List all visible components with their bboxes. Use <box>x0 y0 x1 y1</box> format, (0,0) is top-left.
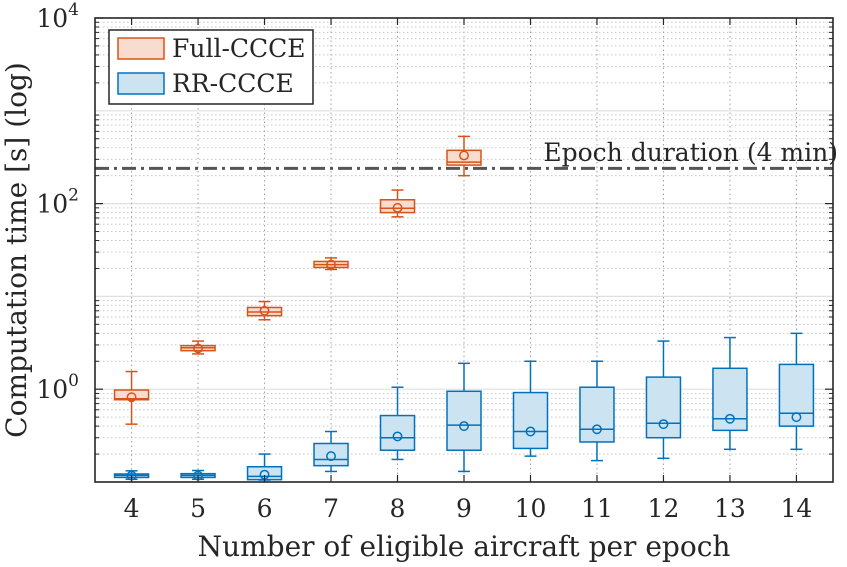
iqr-box <box>778 363 815 427</box>
x-tick-label: 10 <box>515 494 547 523</box>
x-tick-label: 14 <box>781 494 813 523</box>
mean-marker <box>326 451 336 462</box>
y-tick-exponent: 4 <box>68 0 79 20</box>
iqr-box <box>446 390 482 451</box>
y-tick-exponent: 0 <box>68 371 79 391</box>
iqr-box <box>512 391 549 450</box>
legend-swatch-rr-ccce <box>117 72 165 95</box>
mean-marker <box>126 392 137 403</box>
box-rr-ccce-9 <box>446 362 482 473</box>
box-rr-ccce-13 <box>712 336 748 451</box>
box-full-ccce-4 <box>113 370 150 425</box>
box-full-ccce-6 <box>246 300 283 321</box>
box-full-ccce-8 <box>379 189 416 218</box>
box-rr-ccce-14 <box>778 332 815 451</box>
boxplot-layer <box>113 135 815 481</box>
mean-marker <box>658 419 669 430</box>
mean-marker <box>259 305 270 316</box>
mean-marker <box>459 150 469 161</box>
x-tick-label: 5 <box>190 494 206 523</box>
x-tick-label: 6 <box>257 494 273 523</box>
x-tick-label: 8 <box>390 494 406 523</box>
y-tick-exponent: 2 <box>68 186 79 206</box>
iqr-box <box>379 199 416 214</box>
y-axis-label: Computation time [s] (log) <box>0 62 33 438</box>
x-tick-label: 12 <box>648 494 680 523</box>
box-rr-ccce-11 <box>579 360 615 462</box>
legend-label-full-ccce: Full-CCCE <box>172 34 306 63</box>
x-tick-label: 13 <box>714 494 746 523</box>
mean-marker <box>193 343 204 354</box>
mean-marker <box>392 202 403 213</box>
box-rr-ccce-10 <box>512 360 549 457</box>
x-tick-label: 7 <box>323 494 339 523</box>
mean-marker <box>791 412 802 423</box>
x-tick-label: 11 <box>581 494 613 523</box>
box-rr-ccce-8 <box>379 386 416 461</box>
legend: Full-CCCE RR-CCCE <box>108 29 314 105</box>
x-tick-label: 4 <box>124 494 140 523</box>
iqr-box <box>712 367 748 432</box>
mean-marker <box>326 259 336 270</box>
box-full-ccce-9 <box>446 135 482 177</box>
box-full-ccce-7 <box>313 257 349 271</box>
legend-label-rr-ccce: RR-CCCE <box>172 69 294 98</box>
iqr-box <box>313 442 349 467</box>
iqr-box <box>113 389 150 401</box>
iqr-box <box>579 386 615 443</box>
mean-marker <box>392 431 403 442</box>
box-rr-ccce-7 <box>313 430 349 473</box>
legend-swatch-full-ccce <box>117 37 165 60</box>
box-rr-ccce-12 <box>645 340 682 460</box>
mean-marker <box>592 424 602 435</box>
box-full-ccce-5 <box>180 340 216 355</box>
mean-marker <box>459 421 469 432</box>
x-tick-label: 9 <box>456 494 472 523</box>
x-axis-label: Number of eligible aircraft per epoch <box>198 530 731 563</box>
iqr-box <box>446 149 482 166</box>
mean-marker <box>724 413 735 424</box>
reference-line-label: Epoch duration (4 min) <box>543 138 838 167</box>
mean-marker <box>525 426 536 437</box>
